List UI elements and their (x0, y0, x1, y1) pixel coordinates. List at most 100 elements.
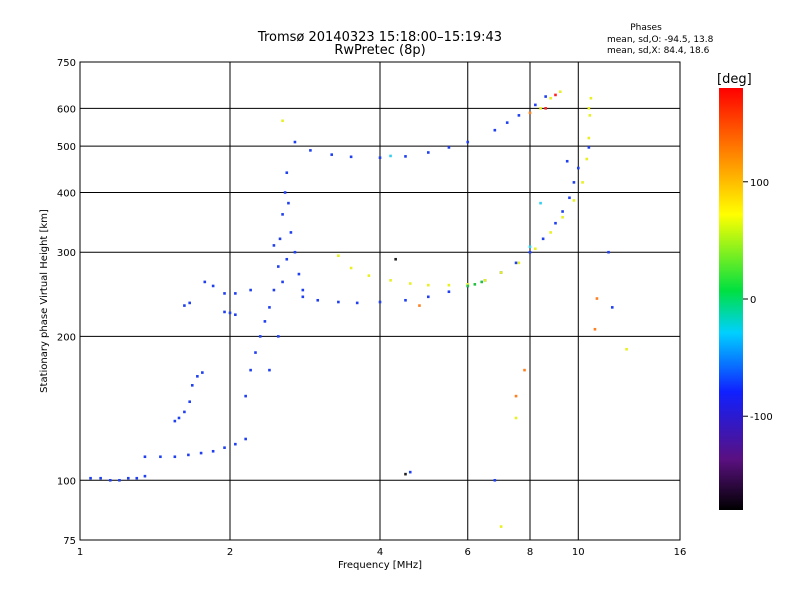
data-point (276, 265, 280, 268)
data-point (544, 107, 547, 110)
data-point (595, 297, 599, 300)
data-point (378, 300, 382, 304)
data-point (190, 384, 194, 387)
colorbar (719, 88, 743, 510)
data-point (263, 320, 267, 323)
data-point (301, 288, 305, 292)
data-point (183, 410, 186, 414)
data-point (561, 210, 564, 213)
plot-frame (79, 61, 681, 541)
x-tick-label: 1 (77, 547, 83, 558)
x-tick-label: 4 (377, 547, 383, 558)
data-point (466, 140, 470, 144)
data-point (493, 478, 497, 482)
data-point (223, 446, 226, 449)
x-tick-label: 6 (465, 547, 471, 558)
data-point (99, 476, 102, 480)
data-point (576, 166, 580, 170)
data-point (143, 455, 147, 459)
data-point (272, 288, 276, 292)
data-point (408, 282, 412, 285)
data-point (281, 119, 284, 123)
data-point (541, 237, 545, 241)
data-point (528, 250, 532, 254)
y-tick-label: 200 (57, 332, 76, 343)
chart-title: Tromsø 20140323 15:18:00–15:19:43 (257, 30, 502, 45)
data-point (330, 153, 334, 156)
data-point (108, 478, 112, 482)
data-point (554, 93, 557, 97)
data-point (426, 295, 430, 299)
data-point (394, 257, 397, 261)
data-point (355, 301, 359, 305)
data-point (188, 301, 191, 305)
data-point (378, 156, 382, 159)
data-point (234, 292, 237, 295)
data-point (309, 149, 312, 152)
data-point (607, 250, 610, 254)
data-point (426, 151, 430, 154)
data-point (201, 371, 204, 374)
data-point (249, 288, 252, 292)
data-point (499, 271, 503, 274)
data-point (447, 283, 451, 287)
data-point (514, 394, 518, 398)
data-point (528, 111, 532, 115)
data-point (293, 250, 297, 254)
data-point (211, 284, 215, 288)
data-point (587, 146, 591, 149)
data-point (517, 114, 521, 117)
data-point (549, 231, 552, 234)
data-point (244, 394, 247, 398)
data-point (447, 290, 451, 294)
data-point (234, 313, 237, 317)
data-point (568, 196, 571, 200)
data-point (244, 437, 247, 441)
y-tick-label: 600 (57, 104, 76, 115)
data-point (473, 283, 477, 286)
data-point (283, 191, 287, 194)
x-tick-label: 10 (572, 547, 585, 558)
data-point (301, 295, 305, 299)
data-point (447, 146, 451, 149)
stats-line-x: mean, sd,X: 84.4, 18.6 (607, 46, 710, 56)
data-point (249, 368, 252, 372)
colorbar-label: [deg] (717, 72, 752, 87)
plot-grid (80, 62, 680, 540)
data-point (514, 416, 518, 420)
data-point (268, 306, 271, 309)
data-point (554, 221, 557, 225)
colorbar-tick-label: -100 (750, 412, 773, 423)
y-tick-label: 75 (63, 536, 76, 547)
data-point (426, 283, 430, 287)
data-point (281, 213, 284, 216)
data-point (466, 284, 470, 288)
data-point (173, 455, 177, 459)
data-point (593, 327, 597, 331)
data-point (228, 311, 232, 315)
data-point (258, 335, 262, 338)
data-point (404, 472, 407, 476)
data-point (587, 136, 591, 140)
x-tick-label: 8 (527, 547, 533, 558)
data-point (493, 128, 497, 132)
data-point (558, 90, 562, 94)
x-tick-label: 16 (674, 547, 687, 558)
data-point (625, 347, 628, 351)
data-point (135, 476, 139, 480)
data-point (349, 266, 353, 270)
y-tick-label: 500 (57, 142, 76, 153)
data-point (272, 244, 276, 247)
colorbar-tick-label: 100 (750, 178, 769, 189)
data-point (517, 261, 521, 265)
data-point (408, 470, 412, 474)
data-point (561, 215, 564, 219)
data-point (480, 280, 484, 284)
data-point (223, 310, 226, 314)
data-point (203, 280, 207, 284)
y-tick-label: 750 (57, 58, 76, 69)
data-points (89, 90, 628, 528)
data-point (337, 254, 340, 258)
data-point (285, 257, 289, 261)
